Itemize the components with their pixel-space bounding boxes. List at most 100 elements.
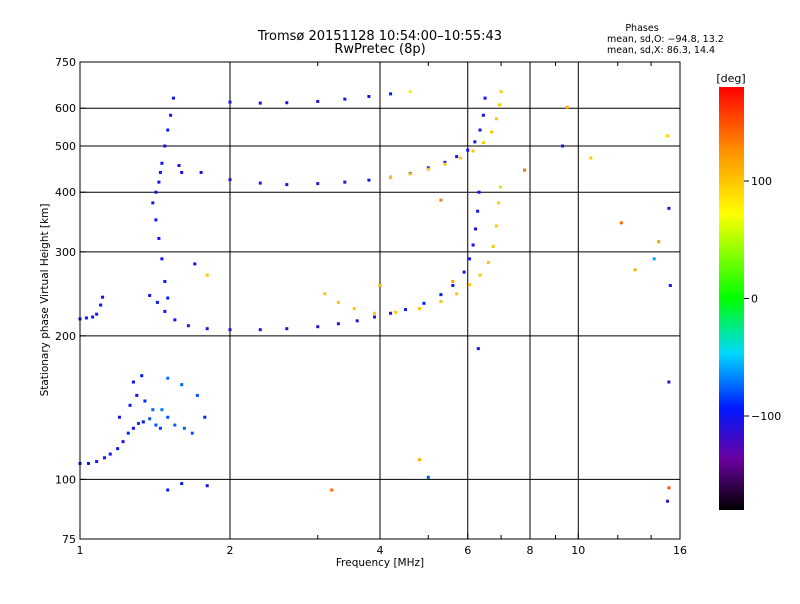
data-point	[439, 300, 443, 304]
data-point	[355, 319, 359, 323]
data-point	[131, 380, 135, 384]
data-point	[657, 240, 661, 244]
data-point	[173, 423, 177, 427]
data-point	[186, 324, 190, 328]
y-tick-label: 100	[55, 473, 76, 486]
data-point	[205, 327, 209, 331]
colorbar-tick-label: 100	[751, 175, 772, 188]
data-point	[458, 156, 462, 160]
data-point	[155, 300, 159, 304]
data-point	[99, 303, 103, 307]
data-point	[166, 415, 170, 419]
data-point	[101, 295, 105, 299]
data-point	[589, 156, 593, 160]
data-point	[619, 221, 623, 225]
data-point	[166, 296, 170, 300]
data-point	[451, 279, 455, 283]
data-point	[126, 431, 130, 435]
data-point	[158, 170, 162, 174]
data-point	[494, 224, 498, 228]
data-point	[258, 101, 262, 105]
data-point	[163, 279, 167, 283]
data-point	[466, 148, 470, 152]
data-point	[180, 170, 184, 174]
data-point	[523, 168, 527, 172]
data-point	[417, 307, 421, 311]
y-tick-label: 750	[55, 56, 76, 69]
x-tick-label: 10	[571, 544, 585, 557]
data-point	[498, 185, 502, 189]
data-point	[203, 415, 207, 419]
data-point	[108, 452, 112, 456]
chart-title-line2: RwPretec (8p)	[334, 42, 425, 57]
data-point	[116, 447, 120, 451]
data-point	[121, 440, 125, 444]
data-point	[140, 374, 144, 378]
data-point	[157, 180, 161, 184]
x-ticks: 1 2 4 6 8 10 16	[77, 62, 687, 557]
data-point	[352, 307, 356, 311]
data-point	[135, 393, 139, 397]
data-point	[151, 201, 155, 205]
data-point	[330, 488, 334, 492]
phase-stats-o: mean, sd,O: −94.8, 13.2	[607, 34, 724, 45]
data-point	[228, 178, 232, 182]
colorbar-tick-label: 0	[751, 293, 758, 306]
data-point	[171, 96, 175, 100]
colorbar-ticks: 100 0 −100	[744, 175, 781, 423]
data-point	[481, 141, 485, 145]
data-point	[228, 100, 232, 104]
colorbar	[719, 87, 744, 510]
data-point	[316, 182, 320, 186]
data-point	[141, 420, 145, 424]
data-point	[367, 178, 371, 182]
data-point	[258, 328, 262, 332]
data-point	[565, 105, 569, 109]
data-point	[665, 499, 669, 503]
data-point	[468, 283, 472, 287]
y-tick-label: 75	[62, 533, 76, 546]
data-point	[367, 94, 371, 98]
x-tick-label: 4	[377, 544, 384, 557]
data-point	[389, 175, 393, 179]
y-tick-label: 600	[55, 102, 76, 115]
data-point	[195, 393, 199, 397]
y-tick-label: 300	[55, 246, 76, 259]
data-point	[439, 293, 443, 297]
data-point	[451, 283, 455, 287]
data-point	[378, 283, 382, 287]
data-point	[471, 243, 475, 247]
data-point	[667, 206, 671, 210]
data-point	[478, 273, 482, 277]
data-point	[497, 201, 501, 205]
data-point	[316, 325, 320, 329]
data-point	[180, 482, 184, 486]
data-point	[343, 180, 347, 184]
x-tick-label: 6	[464, 544, 471, 557]
x-tick-label: 16	[673, 544, 687, 557]
data-point	[154, 218, 158, 222]
data-point	[476, 347, 480, 351]
data-point	[455, 292, 459, 296]
data-point	[389, 311, 393, 315]
data-point	[182, 426, 186, 430]
data-point	[160, 161, 164, 165]
data-point	[84, 316, 88, 320]
data-point	[561, 144, 565, 148]
data-point	[86, 461, 90, 465]
data-point	[498, 103, 502, 107]
data-point	[462, 270, 466, 274]
data-point	[285, 101, 289, 105]
data-point	[455, 155, 459, 159]
y-axis-label: Stationary phase Virtual Height [km]	[39, 204, 51, 397]
data-point	[166, 376, 170, 380]
data-point	[667, 486, 671, 490]
data-point	[131, 426, 135, 430]
data-point	[258, 181, 262, 185]
data-point	[143, 399, 147, 403]
colorbar-tick-label: −100	[751, 410, 781, 423]
data-point	[439, 198, 443, 202]
data-point	[476, 209, 480, 213]
data-point	[285, 183, 289, 187]
